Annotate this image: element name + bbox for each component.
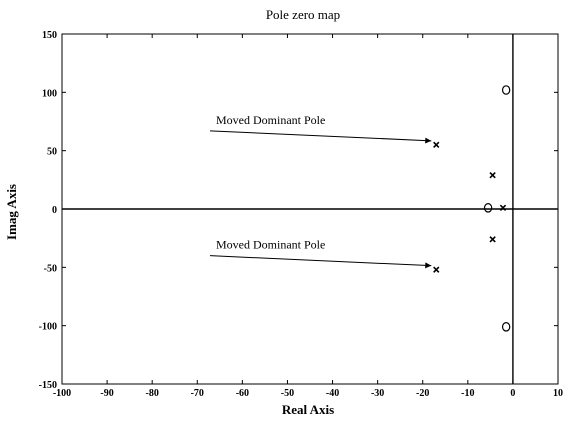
x-tick-label: -30	[371, 388, 384, 399]
x-tick-label: 10	[553, 388, 563, 399]
chart-title: Pole zero map	[266, 7, 340, 22]
pole-marker	[433, 141, 440, 148]
zero-axis-lines	[62, 34, 558, 384]
zero-marker	[501, 322, 511, 332]
x-tick-label: -70	[191, 388, 204, 399]
pole-zero-markers	[433, 85, 511, 332]
x-axis-label: Real Axis	[282, 402, 334, 417]
zero-marker	[483, 203, 493, 213]
pole-marker	[499, 204, 507, 211]
x-tick-label: -20	[416, 388, 429, 399]
annotation-label: Moved Dominant Pole	[216, 238, 325, 252]
y-tick-label: -50	[44, 263, 57, 274]
x-tick-label: -60	[236, 388, 249, 399]
annotation-label: Moved Dominant Pole	[216, 113, 325, 127]
y-tick-label: -100	[39, 322, 57, 333]
x-tick-label: -40	[326, 388, 339, 399]
annotation-arrow-head	[425, 262, 432, 269]
zero-marker	[501, 85, 511, 95]
y-tick-label: 50	[47, 147, 57, 158]
annotation-arrow-head	[425, 137, 432, 144]
x-tick-label: -80	[146, 388, 159, 399]
annotation-arrow-line	[209, 130, 432, 142]
x-tick-label: 0	[510, 388, 515, 399]
x-tick-label: -100	[53, 388, 71, 399]
x-axis-ticks: -100 -90 -80 -70 -60 -50 -40 -30 -20 -10 0 10	[53, 34, 563, 399]
y-axis-ticks: -150 -100 -50 0 50 100 150	[39, 30, 558, 391]
pole-marker	[489, 172, 496, 179]
y-axis-label: Imag Axis	[4, 184, 19, 240]
x-tick-label: -50	[281, 388, 294, 399]
y-tick-label: 0	[52, 205, 57, 216]
y-tick-label: -150	[39, 380, 57, 391]
x-tick-label: -90	[100, 388, 113, 399]
pole-marker	[433, 266, 440, 273]
y-tick-label: 100	[42, 88, 57, 99]
annotation-arrow-line	[209, 255, 432, 267]
annotations: Moved Dominant Pole Moved Dominant Pole	[209, 113, 432, 269]
x-tick-label: -10	[461, 388, 474, 399]
pole-marker	[489, 236, 496, 243]
y-tick-label: 150	[42, 30, 57, 41]
